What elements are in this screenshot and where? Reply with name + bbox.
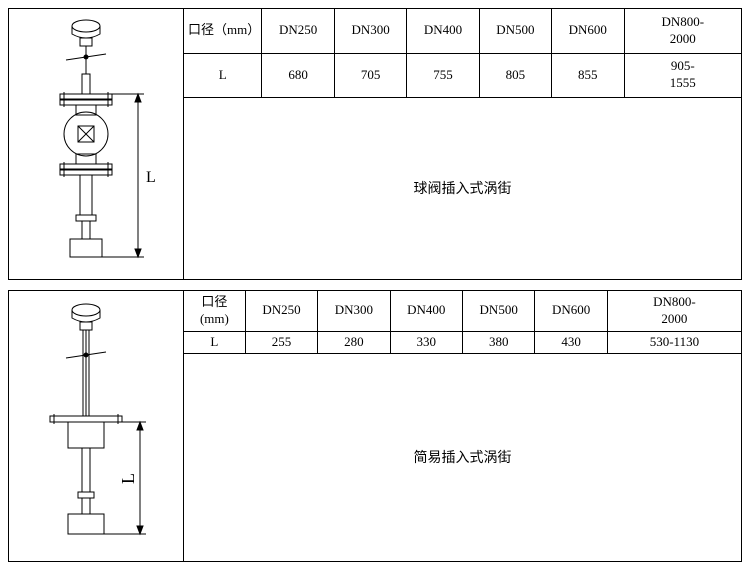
dim-label-L-2: L	[118, 473, 138, 484]
right-cell-1: 口径（mm） DN250 DN300 DN400 DN500 DN600 DN8…	[184, 9, 741, 279]
table-value-row: L 680 705 755 805 855 905- 1555	[184, 53, 741, 97]
spec-table-1: 口径（mm） DN250 DN300 DN400 DN500 DN600 DN8…	[184, 9, 741, 98]
val-3: 380	[462, 331, 534, 353]
val-5: 905- 1555	[624, 53, 741, 97]
col-dn500: DN500	[462, 291, 534, 331]
val-0: 680	[262, 53, 334, 97]
table-header-row: 口径（mm） DN250 DN300 DN400 DN500 DN600 DN8…	[184, 9, 741, 53]
spec-table-2: 口径 (mm) DN250 DN300 DN400 DN500 DN600 DN…	[184, 291, 741, 354]
table-header-row: 口径 (mm) DN250 DN300 DN400 DN500 DN600 DN…	[184, 291, 741, 331]
col-dn600: DN600	[535, 291, 607, 331]
table-value-row: L 255 280 330 380 430 530-1130	[184, 331, 741, 353]
header-label: 口径 (mm)	[184, 291, 245, 331]
val-2: 330	[390, 331, 462, 353]
val-1: 280	[318, 331, 390, 353]
simple-insert-svg: L	[16, 296, 176, 556]
col-dn250: DN250	[245, 291, 317, 331]
val-2: 755	[407, 53, 479, 97]
ball-valve-svg: L	[16, 14, 176, 274]
col-dn300: DN300	[334, 9, 406, 53]
val-1: 705	[334, 53, 406, 97]
caption-1: 球阀插入式涡街	[184, 98, 741, 280]
col-dn400: DN400	[390, 291, 462, 331]
val-4: 855	[552, 53, 624, 97]
val-0: 255	[245, 331, 317, 353]
dim-label-L: L	[146, 169, 156, 186]
val-3: 805	[479, 53, 551, 97]
caption-2: 简易插入式涡街	[184, 354, 741, 562]
val-5: 530-1130	[607, 331, 741, 353]
header-label: 口径（mm）	[184, 9, 262, 53]
row-label: L	[184, 331, 245, 353]
row-label: L	[184, 53, 262, 97]
val-4: 430	[535, 331, 607, 353]
diagram-ball-valve: L	[9, 9, 184, 279]
right-cell-2: 口径 (mm) DN250 DN300 DN400 DN500 DN600 DN…	[184, 291, 741, 561]
panel-simple-insert: L 口径 (mm) DN250 DN300 DN400 DN500 DN600 …	[8, 290, 742, 562]
col-dn600: DN600	[552, 9, 624, 53]
panel-ball-valve: L 口径（mm） DN250 DN300 DN400 DN500 DN600 D…	[8, 8, 742, 280]
diagram-simple-insert: L	[9, 291, 184, 561]
col-dn250: DN250	[262, 9, 334, 53]
col-dn800: DN800- 2000	[607, 291, 741, 331]
col-dn300: DN300	[318, 291, 390, 331]
col-dn400: DN400	[407, 9, 479, 53]
col-dn500: DN500	[479, 9, 551, 53]
col-dn800: DN800- 2000	[624, 9, 741, 53]
